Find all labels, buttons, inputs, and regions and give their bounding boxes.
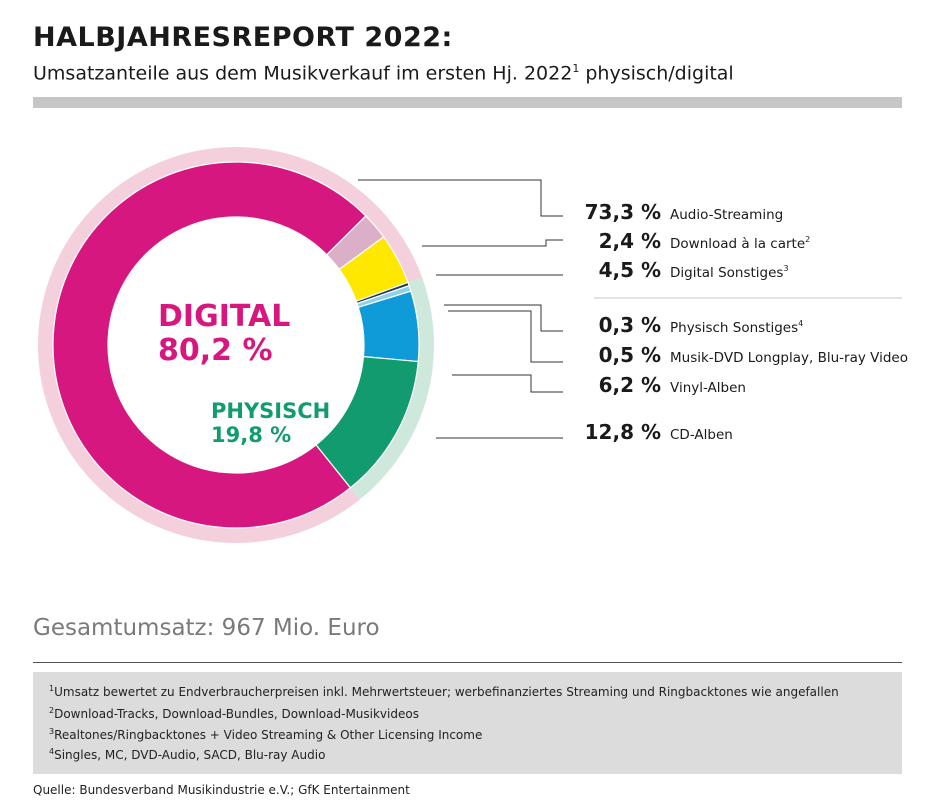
leader-line-3 [444,304,563,332]
slice-label-5: Vinyl-Alben [670,380,746,396]
group-value-physisch: 19,8 % [211,423,291,447]
slice-label-3: Physisch Sonstiges4 [670,319,803,336]
donut-slice-0 [52,161,367,529]
donut-slice-6 [315,355,419,489]
group-label-digital: DIGITAL [158,299,290,334]
slice-footnote-mark-1: 2 [805,235,810,244]
footnote-4: 4Singles, MC, DVD-Audio, SACD, Blu-ray A… [49,747,326,762]
subtitle-text-end: physisch/digital [579,62,734,85]
total-revenue: Gesamtumsatz: 967 Mio. Euro [33,615,380,641]
slice-label-2: Digital Sonstiges3 [670,264,789,281]
page-subtitle: Umsatzanteile aus dem Musikverkauf im er… [33,62,734,84]
footnote-1: 1Umsatz bewertet zu Endverbraucherpreise… [49,684,839,699]
slice-value-1: 2,4 % [599,229,661,253]
source-note: Quelle: Bundesverband Musikindustrie e.V… [33,783,410,797]
footnote-3: 3Realtones/Ringbacktones + Video Streami… [49,727,483,742]
slice-footnote-mark-3: 4 [798,319,803,328]
footnote-2: 2Download-Tracks, Download-Bundles, Down… [49,706,419,721]
header-bar [33,97,902,108]
subtitle-text: Umsatzanteile aus dem Musikverkauf im er… [33,62,573,85]
slice-footnote-mark-2: 3 [783,264,788,273]
slice-value-4: 0,5 % [599,343,661,367]
group-ring-physisch [349,277,435,500]
footnotes-box: 1Umsatz bewertet zu Endverbraucherpreise… [33,672,902,774]
slice-label-1: Download à la carte2 [670,235,810,252]
slice-label-0: Audio-Streaming [670,207,783,223]
slice-label-4: Musik-DVD Longplay, Blu-ray Video [670,350,908,366]
slice-value-2: 4,5 % [599,258,661,282]
slice-value-0: 73,3 % [585,200,661,224]
divider [33,662,902,663]
group-label-physisch: PHYSISCH [211,399,330,423]
slice-label-6: CD-Alben [670,427,733,443]
leader-line-0 [358,179,563,217]
subtitle-footnote-mark: 1 [572,62,580,75]
leader-line-5 [452,374,563,393]
group-value-digital: 80,2 % [158,333,273,368]
leader-line-1 [422,239,563,247]
slice-value-6: 12,8 % [585,420,661,444]
leader-line-4 [448,310,563,363]
page-title: HALBJAHRESREPORT 2022: [33,22,453,53]
slice-value-5: 6,2 % [599,373,661,397]
slice-value-3: 0,3 % [599,313,661,337]
